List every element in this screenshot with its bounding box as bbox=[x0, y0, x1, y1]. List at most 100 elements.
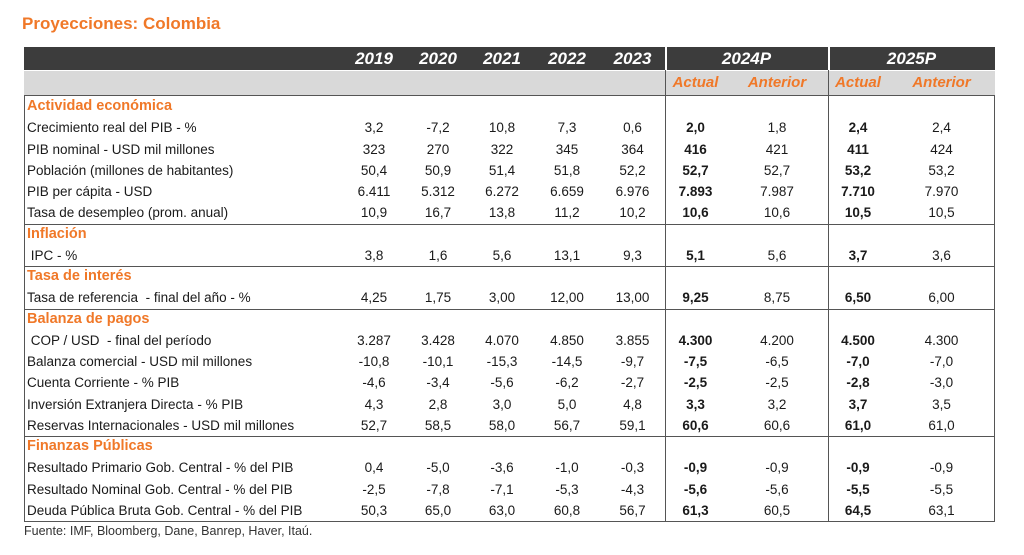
empty-cell bbox=[888, 96, 995, 117]
cell-2025p-anterior: -3,0 bbox=[929, 375, 954, 391]
row-label: COP / USD - final del período bbox=[27, 332, 212, 348]
cell-2022: 51,8 bbox=[553, 162, 581, 178]
cell-2019: 50,4 bbox=[360, 162, 388, 178]
cell-2024p-anterior: 421 bbox=[765, 141, 789, 157]
subheader-blank bbox=[24, 70, 342, 96]
table-row: Deuda Pública Bruta Gob. Central - % del… bbox=[24, 500, 995, 521]
section-header-row: Inflación bbox=[24, 224, 995, 245]
cell-2024p-anterior: 8,75 bbox=[763, 290, 791, 306]
cell-2023: 56,7 bbox=[619, 502, 646, 518]
cell-2025p-actual: 64,5 bbox=[828, 500, 888, 521]
cell-2020: 1,6 bbox=[428, 247, 448, 263]
cell-2024p-actual: 7.893 bbox=[665, 181, 726, 202]
cell-2025p-anterior: 63,1 bbox=[928, 502, 955, 518]
cell-2020: 16,7 bbox=[424, 205, 452, 221]
table-row: Tasa de referencia - final del año - % 4,… bbox=[24, 287, 995, 308]
empty-cell bbox=[726, 266, 828, 287]
year-2022-header: 2022 bbox=[548, 49, 586, 68]
cell-2025p-actual: 3,7 bbox=[828, 394, 888, 415]
subheader-blank bbox=[600, 70, 665, 96]
row-label: PIB per cápita - USD bbox=[27, 184, 153, 199]
cell-2024p-anterior: 1,8 bbox=[767, 120, 787, 136]
cell-2024p-anterior: -6,5 bbox=[765, 354, 789, 369]
cell-2024p-actual: -2,5 bbox=[665, 372, 726, 393]
empty-cell bbox=[470, 436, 534, 457]
cell-2023: 59,1 bbox=[619, 417, 646, 433]
cell-2019: 4,25 bbox=[360, 290, 388, 306]
section-header-row: Balanza de pagos bbox=[24, 309, 995, 330]
section-title: Inflación bbox=[27, 225, 87, 242]
table-row: PIB nominal - USD mil millones 323 270 322 3… bbox=[24, 139, 995, 160]
empty-cell bbox=[470, 309, 534, 330]
cell-2023: 6.976 bbox=[615, 184, 650, 199]
cell-2024p-actual: 5,1 bbox=[665, 245, 726, 266]
cell-2019: 4,3 bbox=[364, 396, 384, 412]
empty-cell bbox=[828, 309, 888, 330]
section-header-row: Actividad económica bbox=[24, 96, 995, 117]
cell-2023: -0,3 bbox=[620, 460, 645, 476]
cell-2024p-anterior: -5,6 bbox=[765, 481, 789, 497]
cell-2025p-actual: 61,0 bbox=[828, 415, 888, 436]
cell-2022: 7,3 bbox=[557, 120, 577, 136]
year-2024p-header: 2024P bbox=[665, 47, 828, 70]
empty-cell bbox=[470, 96, 534, 117]
cell-2024p-actual: -7,5 bbox=[665, 351, 726, 372]
cell-2021: 13,8 bbox=[488, 205, 516, 221]
cell-2024p-actual: 9,25 bbox=[665, 287, 726, 308]
cell-2025p-anterior: -7,0 bbox=[929, 354, 954, 369]
subheader-blank bbox=[470, 70, 534, 96]
table-row: Inversión Extranjera Directa - % PIB 4,3 2… bbox=[24, 394, 995, 415]
empty-cell bbox=[470, 224, 534, 245]
cell-2021: -7,1 bbox=[490, 481, 514, 497]
cell-2020: -3,4 bbox=[426, 375, 450, 391]
cell-2021: 10,8 bbox=[488, 120, 516, 136]
cell-2024p-actual: 10,6 bbox=[665, 202, 726, 223]
cell-2024p-anterior: 5,6 bbox=[767, 247, 787, 263]
empty-cell bbox=[888, 224, 995, 245]
subheader-row: Actual Anterior Actual Anterior bbox=[24, 70, 995, 96]
empty-cell bbox=[600, 309, 665, 330]
empty-cell bbox=[600, 266, 665, 287]
empty-cell bbox=[534, 266, 600, 287]
subheader-2024p-anterior: Anterior bbox=[747, 74, 807, 91]
row-label: Resultado Nominal Gob. Central - % del P… bbox=[27, 481, 293, 497]
table-row: Resultado Nominal Gob. Central - % del P… bbox=[24, 479, 995, 500]
cell-2024p-anterior: 3,2 bbox=[767, 396, 787, 412]
cell-2025p-actual: 411 bbox=[828, 139, 888, 160]
cell-2024p-anterior: 52,7 bbox=[763, 162, 791, 178]
subheader-2024p-actual: Actual bbox=[665, 70, 726, 96]
cell-2024p-anterior: 4.200 bbox=[760, 332, 794, 348]
year-2020-header: 2020 bbox=[419, 49, 457, 68]
cell-2022: 6.659 bbox=[550, 184, 584, 199]
table-row: Cuenta Corriente - % PIB -4,6 -3,4 -5,6 -6,2… bbox=[24, 372, 995, 393]
cell-2021: 3,0 bbox=[492, 396, 512, 412]
table-row: Balanza comercial - USD mil millones -10,… bbox=[24, 351, 995, 372]
cell-2025p-anterior: 3,6 bbox=[932, 247, 951, 263]
cell-2020: 5.312 bbox=[421, 184, 455, 199]
cell-2019: 10,9 bbox=[360, 205, 388, 221]
empty-cell bbox=[342, 436, 406, 457]
table-row: IPC - % 3,8 1,6 5,6 13,1 9,3 5,1 5,6 3,7 3,6 bbox=[24, 245, 995, 266]
cell-2021: 6.272 bbox=[485, 184, 519, 199]
cell-2021: -5,6 bbox=[490, 375, 514, 391]
cell-2021: -15,3 bbox=[486, 354, 518, 369]
empty-cell bbox=[342, 96, 406, 117]
empty-cell bbox=[534, 436, 600, 457]
cell-2022: -1,0 bbox=[555, 460, 579, 476]
empty-cell bbox=[665, 224, 726, 245]
empty-cell bbox=[406, 309, 470, 330]
section-title: Actividad económica bbox=[27, 98, 173, 114]
cell-2022: 4.850 bbox=[550, 332, 584, 348]
empty-cell bbox=[470, 266, 534, 287]
empty-cell bbox=[888, 309, 995, 330]
cell-2022: 5,0 bbox=[557, 396, 577, 412]
cell-2025p-actual: -0,9 bbox=[828, 457, 888, 478]
cell-2020: -10,1 bbox=[422, 354, 454, 369]
cell-2024p-actual: -5,6 bbox=[665, 479, 726, 500]
cell-2019: -4,6 bbox=[362, 375, 386, 391]
cell-2019: 3.287 bbox=[357, 332, 391, 348]
cell-2020: -7,8 bbox=[426, 481, 450, 497]
cell-2023: 3.855 bbox=[615, 332, 650, 348]
cell-2021: -3,6 bbox=[490, 460, 514, 476]
row-label: IPC - % bbox=[27, 247, 78, 263]
